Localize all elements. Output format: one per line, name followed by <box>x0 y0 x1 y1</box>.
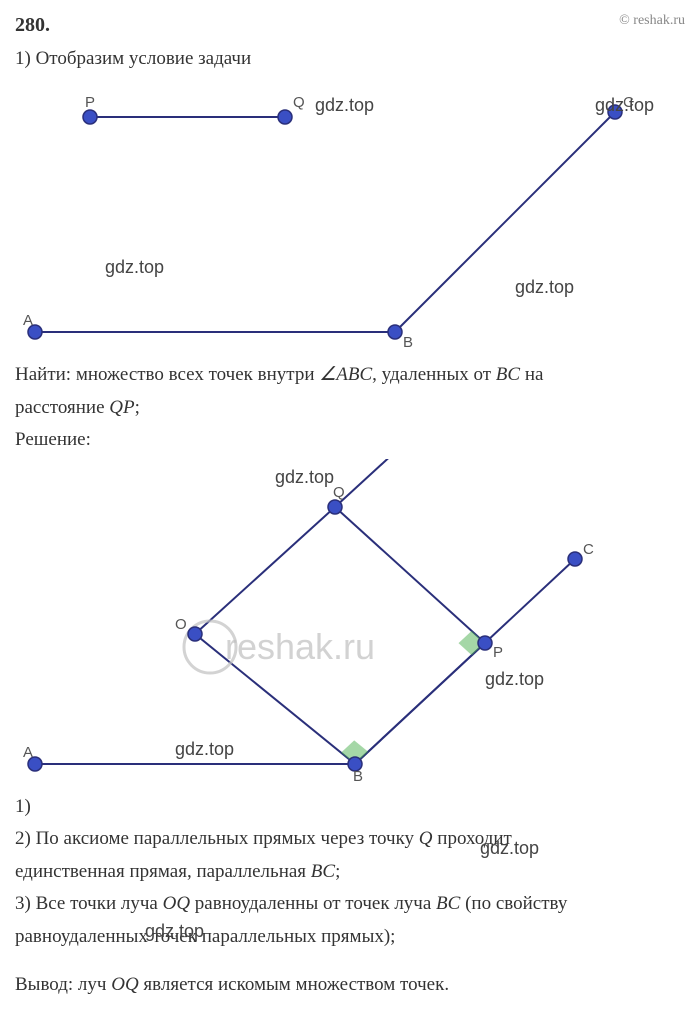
svg-text:gdz.top: gdz.top <box>175 739 234 759</box>
svg-text:gdz.top: gdz.top <box>275 467 334 487</box>
s3-bc: BC <box>436 893 460 914</box>
svg-text:A: A <box>23 744 33 761</box>
svg-text:P: P <box>85 94 95 111</box>
find-bc: BC <box>496 364 520 385</box>
svg-text:B: B <box>353 768 363 785</box>
svg-text:Q: Q <box>293 94 305 111</box>
svg-text:reshak.ru: reshak.ru <box>225 626 375 667</box>
step-2-line-a: 2) По аксиоме параллельных прямых через … <box>15 825 685 854</box>
figure-1: PQABCgdz.topgdz.topgdz.topgdz.top <box>15 77 685 357</box>
s3-prefix: 3) Все точки луча <box>15 893 163 914</box>
s3-oq: OQ <box>163 893 190 914</box>
svg-text:O: O <box>175 616 187 633</box>
concl-suffix: является искомым множеством точек. <box>139 974 449 995</box>
find2-suffix: ; <box>135 397 140 418</box>
find-angle: ∠ABC <box>319 364 372 385</box>
conclusion: Вывод: луч OQ является искомым множество… <box>15 971 685 1000</box>
s3-suffix: (по свойству <box>460 893 567 914</box>
s2-prefix: 2) По аксиоме параллельных прямых через … <box>15 828 419 849</box>
s2b-suffix: ; <box>335 861 340 882</box>
find-suffix: на <box>520 364 543 385</box>
figure-2: reshak.ru A B C P Q Ogdz.top gdz.top gdz.top <box>15 459 685 789</box>
find-mid: , удаленных от <box>372 364 496 385</box>
figure-2-container: reshak.ru A B C P Q Ogdz.top gdz.top gdz.top <box>15 459 685 789</box>
svg-text:gdz.top: gdz.top <box>595 95 654 115</box>
s3-mid: равноудаленны от точек луча <box>190 893 436 914</box>
step-1-text: 1) Отобразим условие задачи <box>15 45 685 74</box>
concl-prefix: Вывод: луч <box>15 974 111 995</box>
svg-text:P: P <box>493 644 503 661</box>
figure-1-container: PQABCgdz.topgdz.topgdz.topgdz.top <box>15 77 685 357</box>
svg-text:B: B <box>403 334 413 351</box>
step-3-line-a: 3) Все точки луча OQ равноудаленны от то… <box>15 890 685 919</box>
find-qp: QP <box>109 397 134 418</box>
header-row: 280. reshak.ru <box>15 10 685 41</box>
svg-text:Q: Q <box>333 484 345 501</box>
step-2-line-b: единственная прямая, параллельная BC; <box>15 858 685 887</box>
s2-mid: проходит <box>433 828 512 849</box>
svg-text:gdz.top: gdz.top <box>315 95 374 115</box>
svg-text:C: C <box>583 541 594 558</box>
concl-oq: OQ <box>111 974 138 995</box>
find2-prefix: расстояние <box>15 397 109 418</box>
s2b-bc: BC <box>311 861 335 882</box>
solution-label: Решение: <box>15 426 685 455</box>
copyright-text: reshak.ru <box>619 10 685 31</box>
find-line-2: расстояние QP; <box>15 394 685 423</box>
step-1-marker: 1) <box>15 793 685 822</box>
svg-text:gdz.top: gdz.top <box>105 257 164 277</box>
problem-number: 280. <box>15 14 50 36</box>
svg-text:gdz.top: gdz.top <box>485 669 544 689</box>
step-3-line-b: равноудаленных точек параллельных прямых… <box>15 923 685 952</box>
svg-text:A: A <box>23 312 33 329</box>
s2b-prefix: единственная прямая, параллельная <box>15 861 311 882</box>
s2-q: Q <box>419 828 433 849</box>
svg-text:gdz.top: gdz.top <box>515 277 574 297</box>
find-line-1: Найти: множество всех точек внутри ∠ABC,… <box>15 361 685 390</box>
find-prefix: Найти: множество всех точек внутри <box>15 364 319 385</box>
